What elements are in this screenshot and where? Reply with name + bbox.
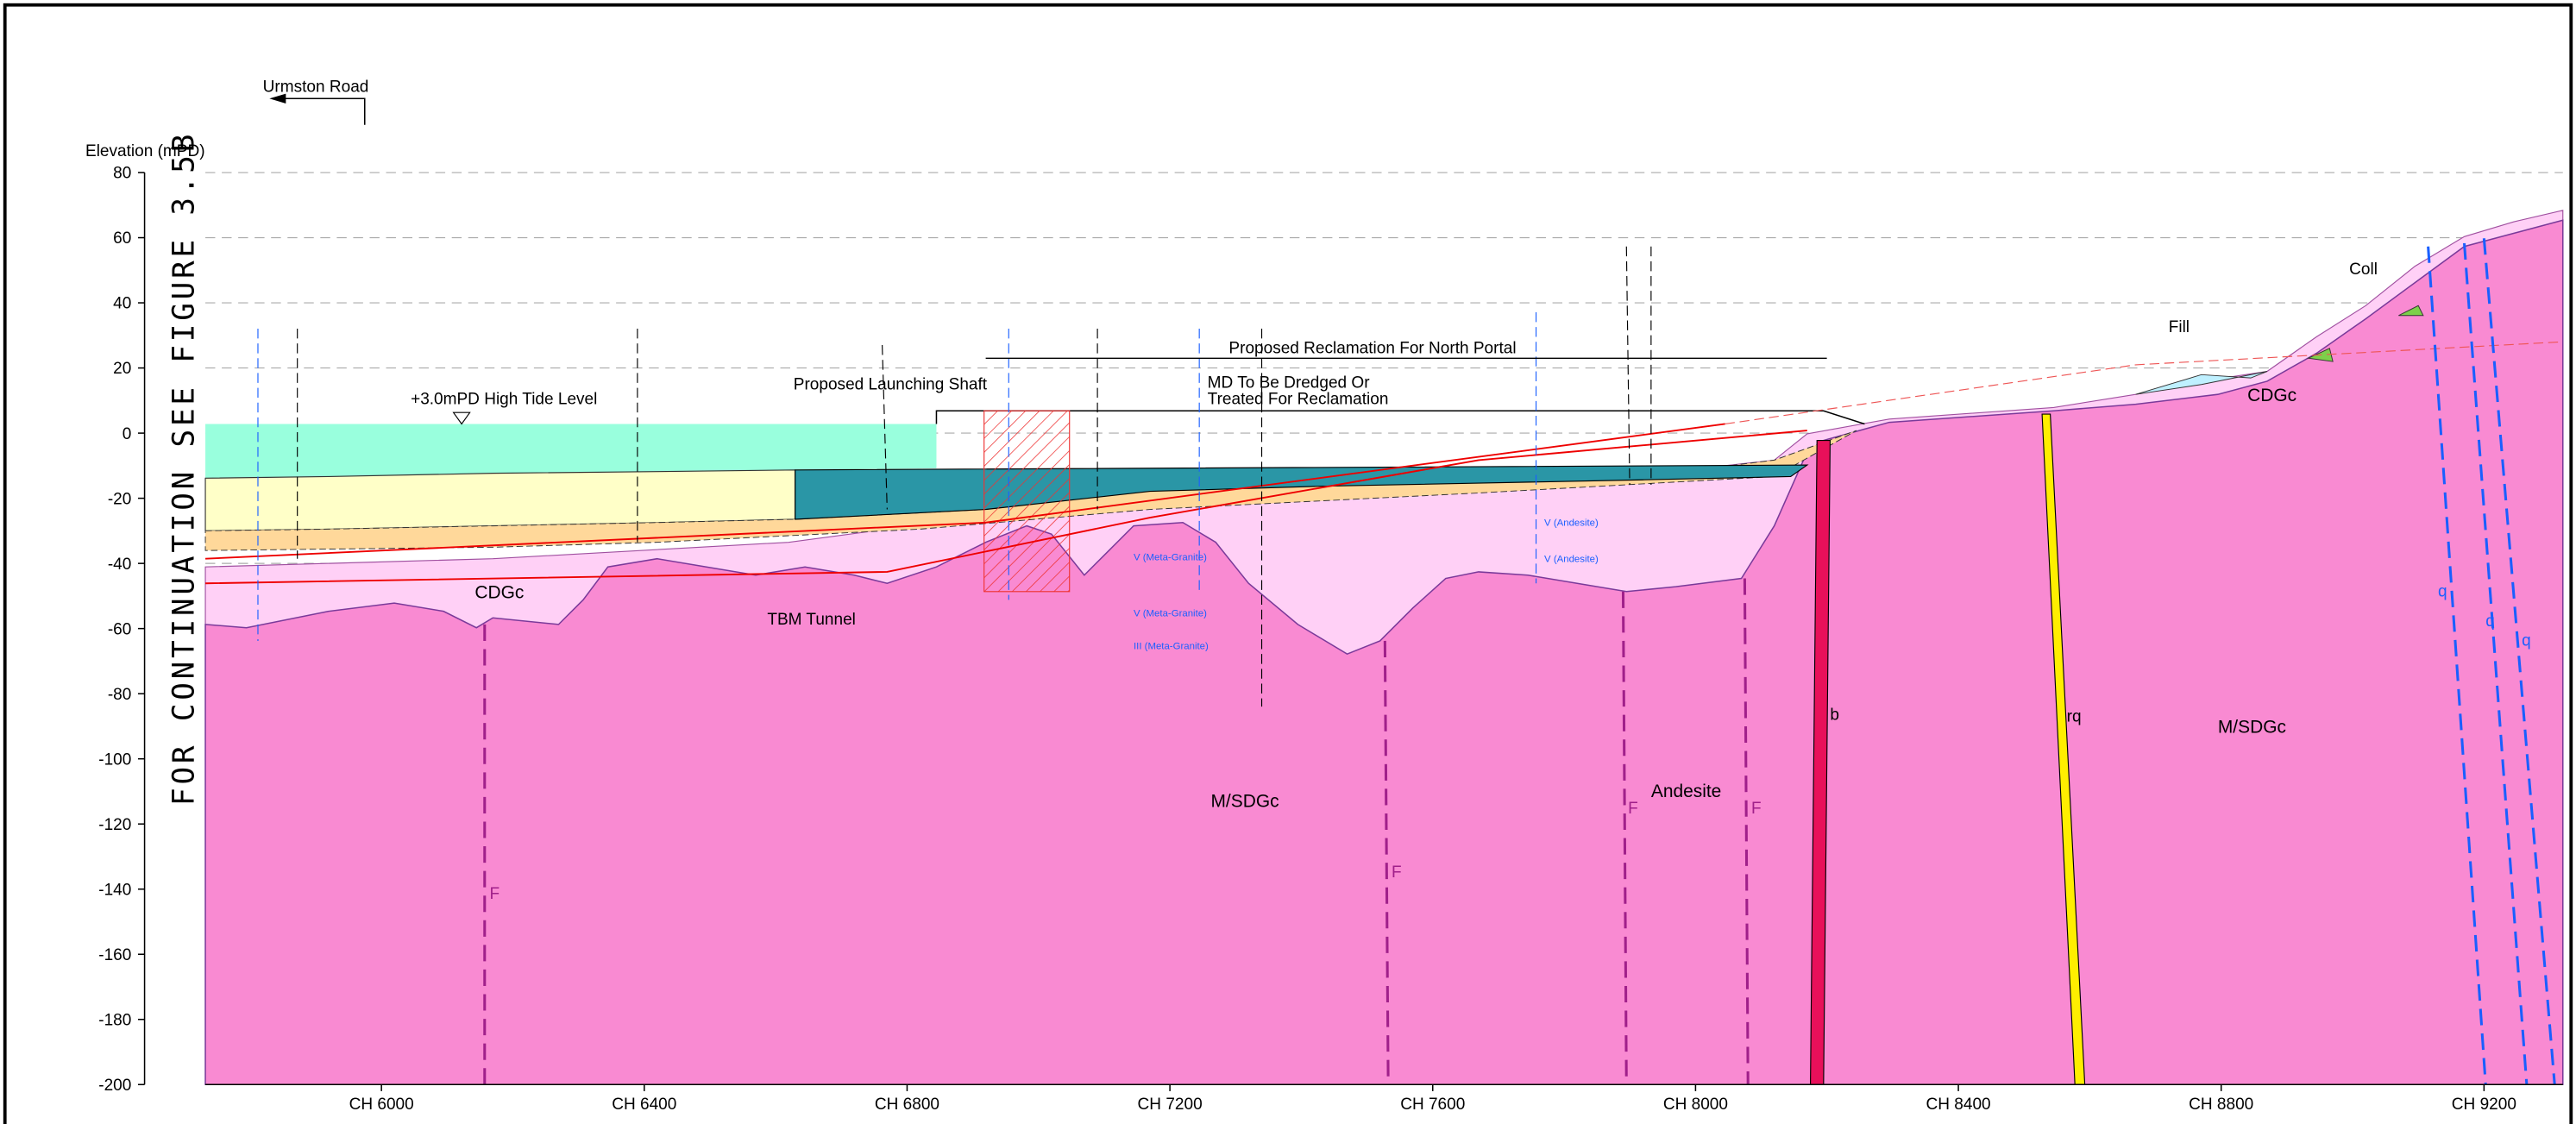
- continuation-note: FOR CONTINUATION SEE FIGURE 3.5B: [167, 131, 202, 806]
- vein: [2482, 238, 2556, 1085]
- borehole-note: V (Meta-Granite): [1134, 553, 1207, 563]
- unit-label: M/SDGc: [2218, 718, 2286, 738]
- x-tick-label: CH 7600: [1400, 1096, 1465, 1114]
- y-tick-label: -20: [108, 490, 132, 508]
- unit-label: CDGc: [474, 582, 524, 602]
- fault: [1383, 640, 1390, 1085]
- y-tick-label: 80: [113, 165, 131, 183]
- tunnel-line: [204, 423, 1725, 560]
- x-tick-label: CH 8800: [2189, 1096, 2253, 1114]
- sea: [205, 424, 937, 479]
- tunnel-line: [1725, 341, 2563, 425]
- y-tick-label: -80: [108, 686, 132, 704]
- fault: [1621, 591, 1628, 1085]
- x-tick-label: CH 8000: [1663, 1096, 1728, 1114]
- coll-layer: [2398, 305, 2424, 317]
- faults: [483, 578, 1750, 1085]
- x-tick-label: CH 6000: [349, 1096, 414, 1114]
- fill-layer: [2135, 371, 2268, 395]
- borehole-note: V (Meta-Granite): [1134, 608, 1207, 619]
- x-tick-label: CH 9200: [2452, 1096, 2516, 1114]
- fault-label: F: [1751, 800, 1762, 818]
- borehole: [1625, 246, 1630, 485]
- unit-label: Coll: [2349, 261, 2378, 279]
- y-tick-label: -140: [98, 881, 131, 899]
- alluvium: [204, 430, 1857, 551]
- borehole-note: V (Andesite): [1544, 518, 1599, 529]
- fault-label: F: [1628, 800, 1638, 818]
- reclamation-outline: [935, 410, 1865, 425]
- tunnel-line: [205, 430, 1807, 585]
- y-tick-label: -60: [108, 620, 132, 638]
- road-marker: [279, 97, 366, 125]
- x-tick-label: CH 6400: [612, 1096, 676, 1114]
- y-tick-label: -40: [108, 556, 132, 574]
- quartz-veins: [2427, 238, 2556, 1085]
- unit-label: Fill: [2169, 318, 2190, 336]
- annotation: +3.0mPD High Tide Level: [411, 391, 597, 409]
- annotation: TBM Tunnel: [767, 611, 856, 629]
- vein: [2462, 242, 2529, 1085]
- y-tick-label: -200: [98, 1077, 131, 1095]
- unit-label: Andesite: [1651, 782, 1721, 801]
- x-tick-label: CH 8400: [1926, 1096, 1991, 1114]
- y-tick-label: 0: [123, 425, 132, 443]
- borehole: [882, 345, 888, 510]
- dyke-label: b: [1830, 706, 1839, 724]
- vein-label: q: [2485, 612, 2495, 631]
- annotation: Proposed Launching Shaft: [794, 375, 988, 393]
- x-tick-label: CH 7200: [1138, 1096, 1203, 1114]
- road-arrow: [269, 93, 286, 104]
- road-label: Urmston Road: [263, 78, 369, 97]
- y-tick-label: -120: [98, 816, 131, 834]
- vein-label: q: [2438, 583, 2447, 601]
- unit-label: CDGc: [2247, 386, 2296, 405]
- annotation: MD To Be Dredged Or: [1208, 374, 1371, 392]
- x-tick-label: CH 6800: [875, 1096, 939, 1114]
- y-tick-label: 20: [113, 360, 131, 378]
- launching-shaft: [983, 410, 1071, 593]
- tide-marker: [452, 411, 471, 425]
- fault: [1743, 578, 1750, 1085]
- dyke-label: rq: [2067, 707, 2082, 725]
- frame: [3, 3, 2573, 1124]
- fault-label: F: [1392, 863, 1402, 882]
- vein-label: q: [2522, 632, 2531, 650]
- y-tick-label: 40: [113, 295, 131, 313]
- vein: [2427, 246, 2487, 1085]
- y-tick-label: -100: [98, 750, 131, 769]
- annotation: Treated For Reclamation: [1208, 391, 1389, 409]
- y-tick-label: 60: [113, 229, 131, 248]
- borehole-note: III (Meta-Granite): [1134, 641, 1209, 651]
- fault-label: F: [489, 885, 499, 903]
- borehole-note: V (Andesite): [1544, 554, 1599, 564]
- y-tick-label: -160: [98, 946, 131, 964]
- unit-label: M/SDGc: [1210, 791, 1279, 811]
- annotation: Proposed Reclamation For North Portal: [1228, 340, 1516, 358]
- y-axis-label: Elevation (mPD): [85, 142, 205, 160]
- y-tick-label: -180: [98, 1011, 131, 1029]
